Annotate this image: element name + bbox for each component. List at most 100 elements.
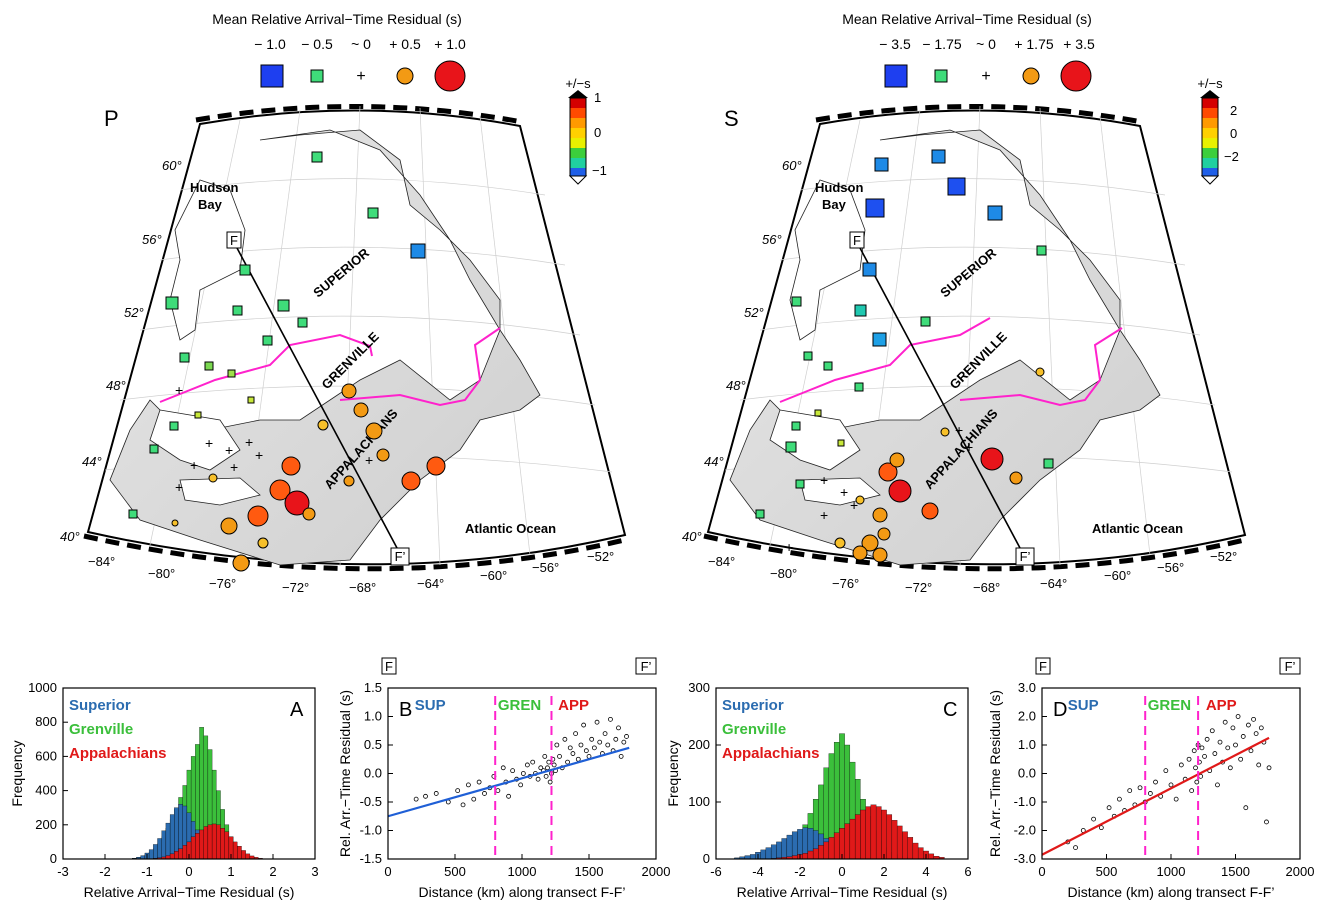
data-point <box>1266 765 1272 771</box>
svg-text:+: + <box>785 539 793 555</box>
svg-text:+: + <box>820 507 828 523</box>
histogram-bar-superior <box>157 838 162 860</box>
map-p-legend-square-small <box>310 69 324 83</box>
data-point <box>1246 722 1251 728</box>
svg-text:+: + <box>255 447 263 463</box>
map-s-colorbar-tick-bottom: −2 <box>1224 149 1239 164</box>
transect-end-label: F’ <box>641 659 652 674</box>
transect-start-box <box>1035 657 1051 675</box>
data-point <box>524 762 530 768</box>
histogram-bar-superior <box>765 847 772 860</box>
data-point <box>621 739 627 745</box>
x-tick-label: 0 <box>185 864 192 879</box>
data-point <box>618 754 624 759</box>
legend-superior: Superior <box>722 697 784 714</box>
legend-superior: Superior <box>69 697 131 714</box>
transect-start-box <box>381 657 397 675</box>
data-point <box>591 745 597 751</box>
histogram-bar-appalachians <box>891 820 898 860</box>
transect-start-label: F <box>1039 659 1047 674</box>
y-tick-label: 100 <box>688 794 710 809</box>
map-p-colorbar-tick-bottom: −1 <box>592 163 607 178</box>
map-s-lat-56: 56° <box>762 232 782 247</box>
data-point <box>1248 748 1254 754</box>
map-s-legend-square-large <box>884 64 908 88</box>
histogram-bar-superior <box>148 849 154 860</box>
data-point <box>1193 765 1198 771</box>
y-tick-label: 800 <box>35 714 57 729</box>
data-point <box>546 759 552 765</box>
data-point <box>1147 791 1153 796</box>
y-tick-label: 1.0 <box>1018 737 1036 752</box>
y-axis-label: Frequency <box>9 740 25 806</box>
map-s-label-atlantic: Atlantic Ocean <box>1092 521 1183 536</box>
x-tick-label: 6 <box>964 864 971 879</box>
histogram-bar-appalachians <box>178 848 183 860</box>
histogram-bar-appalachians <box>195 833 200 860</box>
histogram-bar-appalachians <box>865 806 872 860</box>
data-point <box>581 722 587 728</box>
map-s-frame-top-ticks <box>815 103 1143 125</box>
histogram-bar-appalachians <box>870 804 877 860</box>
data-point <box>1238 756 1244 762</box>
data-point <box>1191 748 1197 754</box>
scatter-p-residual-vs-distance: SUP GREN APP F F’ 0 500 1000 1500 2000 -1.5 -1.0 -0.… <box>337 657 670 900</box>
data-point <box>616 725 621 731</box>
map-s-legend-title: Mean Relative Arrival−Time Residual (s) <box>842 11 1092 27</box>
map-p-lon-60: −60° <box>480 568 507 583</box>
data-point <box>1256 762 1262 768</box>
x-tick-label: 1000 <box>1157 864 1186 879</box>
data-point <box>1127 788 1133 793</box>
map-p-lon-52: −52° <box>587 549 614 564</box>
svg-text:+: + <box>955 422 963 438</box>
data-point <box>578 742 584 748</box>
histogram-bar-superior <box>781 838 788 860</box>
map-p-colorbar-tick-mid: 0 <box>594 125 601 140</box>
legend-grenville: Grenville <box>69 721 133 738</box>
histogram-bar-appalachians <box>211 823 217 860</box>
data-point <box>562 736 568 742</box>
map-s-legend-circle-large <box>1060 60 1092 92</box>
map-p-lon-76: −76° <box>209 576 236 591</box>
map-p-legend-label-4: + 0.5 <box>389 36 421 52</box>
y-tick-label: -0.5 <box>360 794 382 809</box>
y-tick-label: 600 <box>35 748 57 763</box>
y-tick-label: -2.0 <box>1014 823 1036 838</box>
data-point <box>1194 779 1200 785</box>
histogram-bar-appalachians <box>203 826 209 860</box>
data-point <box>433 791 439 796</box>
data-point <box>1153 779 1158 785</box>
data-point <box>1215 782 1220 788</box>
map-s-lat-40: 40° <box>682 529 702 544</box>
data-point <box>583 748 589 754</box>
data-point <box>535 776 541 782</box>
histogram-bar-appalachians <box>886 814 893 860</box>
histogram-bar-appalachians <box>802 853 809 860</box>
svg-text:+: + <box>245 434 253 450</box>
svg-text:+: + <box>205 435 213 451</box>
histogram-bar-superior <box>169 814 175 860</box>
data-point <box>1235 714 1241 719</box>
y-axis-label: Rel. Arr.−Time Residual (s) <box>337 690 353 857</box>
map-s-wave: Mean Relative Arrival−Time Residual (s) … <box>682 11 1250 595</box>
map-s-phase-label: S <box>724 106 739 131</box>
data-point <box>589 736 595 742</box>
histogram-bar-appalachians <box>241 850 246 860</box>
data-point <box>1137 785 1143 791</box>
region-label-app: APP <box>1206 697 1237 714</box>
data-point <box>594 719 600 725</box>
map-s-legend-square-small <box>934 69 948 83</box>
y-tick-label: -1.0 <box>360 823 382 838</box>
x-tick-label: 3 <box>311 864 318 879</box>
data-point <box>543 773 549 779</box>
map-s-legend-circle-small <box>1022 67 1040 85</box>
svg-text:+: + <box>965 439 973 455</box>
region-label-sup: SUP <box>415 697 446 714</box>
data-point <box>1199 745 1205 751</box>
map-p-colorbar-title: +/−s <box>565 76 591 91</box>
map-p-colorbar <box>568 90 588 185</box>
region-label-gren: GREN <box>1148 697 1191 714</box>
histogram-bar-superior <box>153 844 158 860</box>
data-point <box>605 742 611 748</box>
y-tick-label: 0 <box>703 851 710 866</box>
